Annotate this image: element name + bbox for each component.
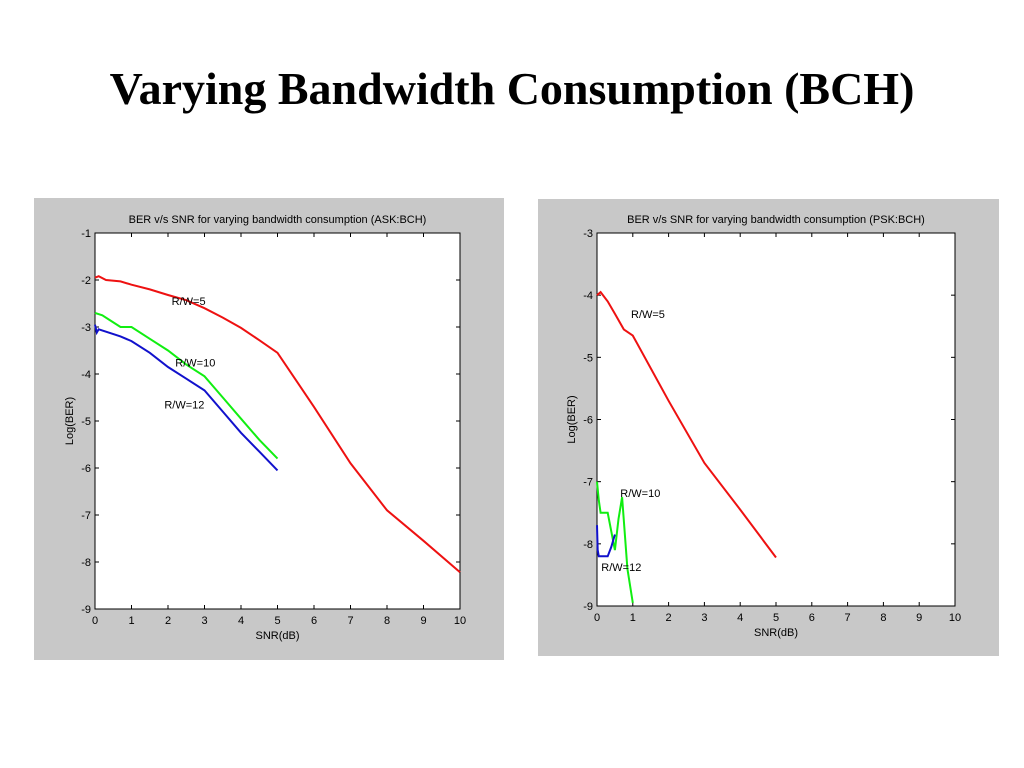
ask-x-tick-label: 1 [128,615,134,627]
ask-series-r-w-5 [94,275,461,574]
ask-y-tick-label: -2 [81,275,91,287]
psk-chart-figure: BER v/s SNR for varying bandwidth consum… [538,199,999,656]
ask-x-axis-label: SNR(dB) [255,630,299,642]
psk-x-tick-label: 4 [737,612,743,624]
ask-y-tick-label: -3 [81,322,91,334]
ask-y-tick-label: -6 [81,463,91,475]
ask-chart-title: BER v/s SNR for varying bandwidth consum… [129,214,427,226]
psk-x-tick-label: 1 [630,612,636,624]
ask-chart-figure: BER v/s SNR for varying bandwidth consum… [34,198,504,660]
psk-annotation-r-w-10: R/W=10 [620,488,660,500]
psk-x-tick-label: 2 [666,612,672,624]
psk-x-tick-label: 9 [916,612,922,624]
ask-x-tick-label: 2 [165,615,171,627]
ask-series-r-w-10 [94,311,279,460]
ask-y-tick-label: -9 [81,604,91,616]
ask-y-tick-label: -7 [81,510,91,522]
psk-y-tick-label: -3 [583,228,593,240]
ask-x-tick-label: 6 [311,615,317,627]
psk-y-tick-label: -4 [583,290,593,302]
psk-chart-svg: BER v/s SNR for varying bandwidth consum… [566,214,961,639]
psk-y-tick-label: -9 [583,601,593,613]
ask-x-tick-label: 4 [238,615,244,627]
ask-x-tick-label: 7 [347,615,353,627]
ask-annotation-r-w-12: R/W=12 [164,400,204,412]
psk-y-tick-label: -7 [583,477,593,489]
psk-y-tick-label: -5 [583,352,593,364]
psk-x-tick-label: 5 [773,612,779,624]
ask-x-tick-label: 3 [201,615,207,627]
psk-x-tick-label: 10 [949,612,961,624]
ask-x-tick-label: 9 [420,615,426,627]
ask-chart-svg: BER v/s SNR for varying bandwidth consum… [64,214,466,642]
ask-y-axis-label: Log(BER) [64,397,76,445]
slide-title: Varying Bandwidth Consumption (BCH) [109,63,915,114]
psk-x-tick-label: 8 [880,612,886,624]
psk-plot-area [596,232,956,607]
psk-x-tick-label: 6 [809,612,815,624]
psk-x-tick-label: 7 [845,612,851,624]
ask-x-tick-label: 8 [384,615,390,627]
ask-annotation-r-w-5: R/W=5 [172,296,206,308]
psk-x-tick-label: 0 [594,612,600,624]
psk-annotation-r-w-12: R/W=12 [601,562,641,574]
ask-annotation-r-w-10: R/W=10 [175,357,215,369]
psk-y-tick-label: -6 [583,415,593,427]
psk-annotation-r-w-5: R/W=5 [631,309,665,321]
ask-plot-area [94,232,461,610]
ask-y-tick-label: -5 [81,416,91,428]
psk-y-axis-label: Log(BER) [566,395,578,443]
ask-y-tick-label: -4 [81,369,91,381]
psk-series-r-w-10 [596,481,634,604]
ask-series-r-w-12 [94,324,279,472]
ask-x-tick-label: 0 [92,615,98,627]
ask-x-tick-label: 5 [274,615,280,627]
psk-x-tick-label: 3 [701,612,707,624]
psk-x-axis-label: SNR(dB) [754,627,798,639]
ask-y-tick-label: -1 [81,228,91,240]
ask-y-tick-label: -8 [81,557,91,569]
psk-chart-title: BER v/s SNR for varying bandwidth consum… [627,214,925,226]
ask-x-tick-label: 10 [454,615,466,627]
psk-y-tick-label: -8 [583,539,593,551]
psk-series-r-w-5 [596,290,777,559]
psk-series-r-w-12 [596,525,616,558]
